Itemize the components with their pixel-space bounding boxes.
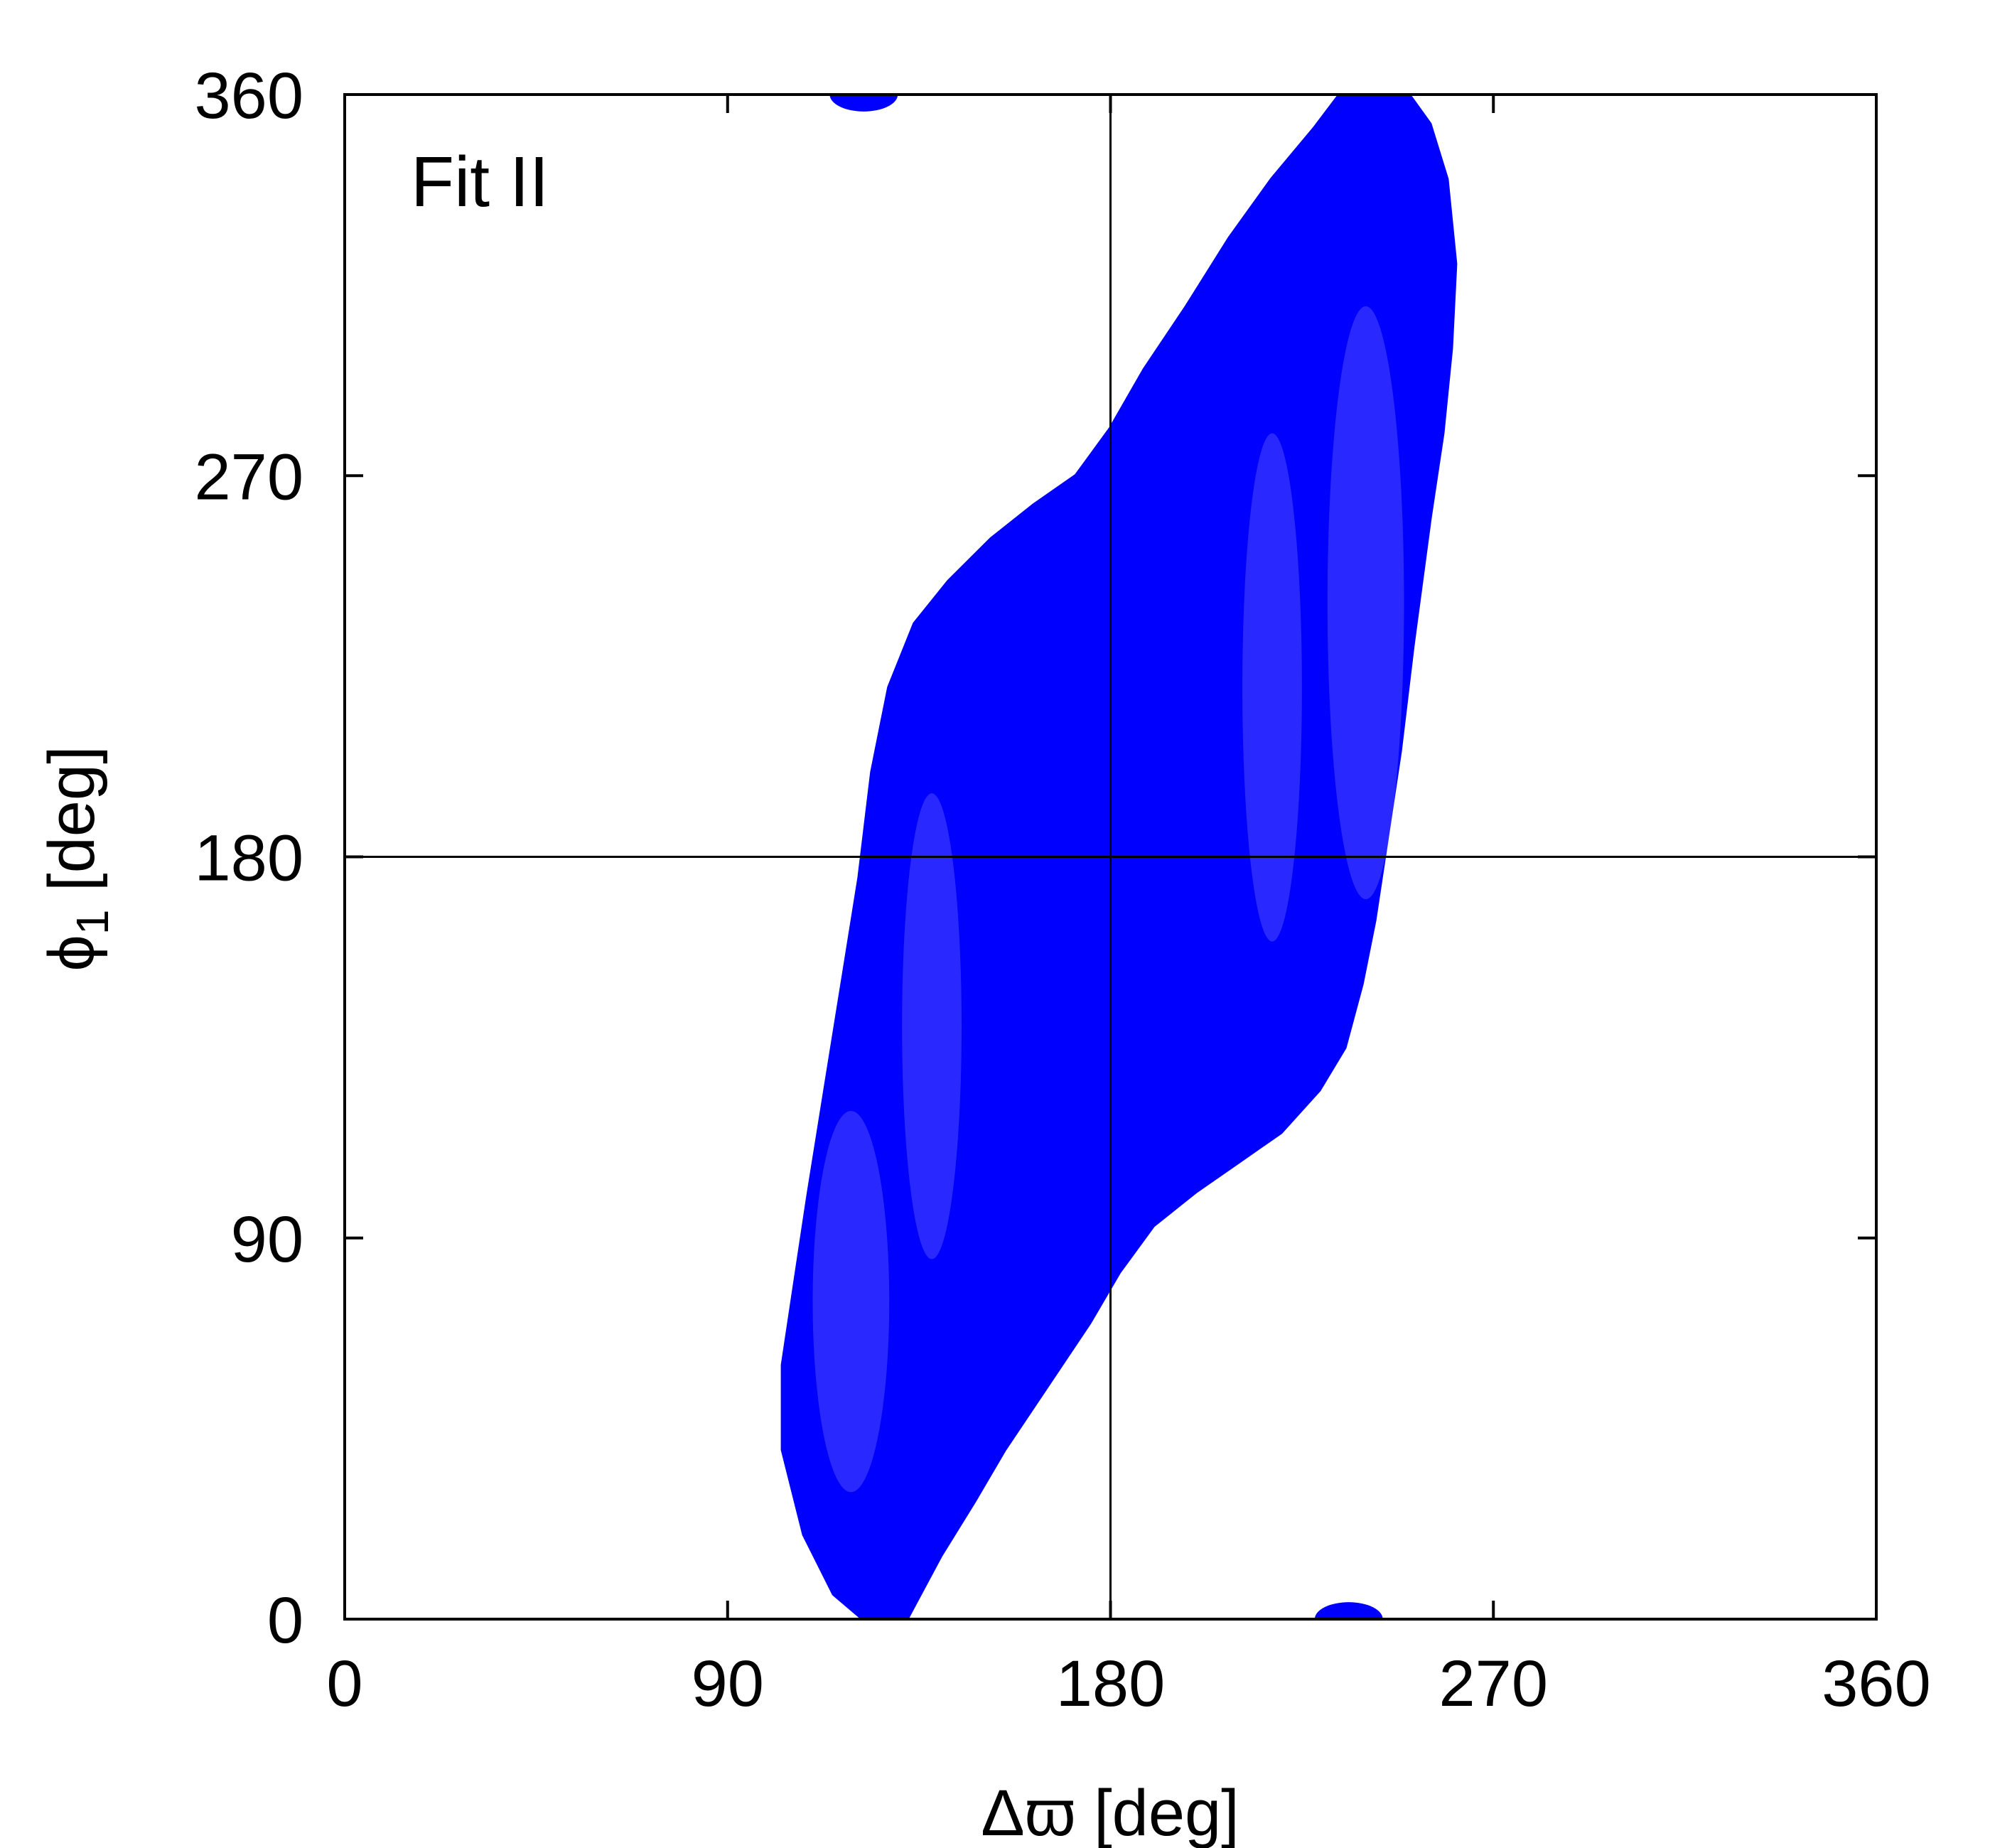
x-tick-label: 0 (326, 1648, 362, 1720)
y-axis-title-subscript: 1 (67, 910, 118, 935)
y-axis-title-unit: [deg] (36, 746, 108, 909)
scatter-region-top-cap (829, 95, 898, 112)
y-tick-label: 270 (195, 441, 304, 513)
scatter-sparse-band (1242, 433, 1302, 942)
x-tick-label: 360 (1822, 1648, 1931, 1720)
x-tick-label: 270 (1439, 1648, 1549, 1720)
x-tick-label: 180 (1056, 1648, 1166, 1720)
x-tick-label: 90 (692, 1648, 764, 1720)
y-axis-title: ϕ1 [deg] (36, 746, 118, 971)
reference-lines (345, 95, 1876, 1619)
scatter-sparse-band (812, 1111, 890, 1493)
x-axis-title: Δϖ [deg] (981, 1777, 1239, 1848)
x-tick-labels: 0 90 180 270 360 (326, 1648, 1930, 1720)
y-tick-label: 360 (195, 60, 304, 132)
scatter-region-bottom-cap (1314, 1602, 1383, 1619)
y-tick-labels: 0 90 180 270 360 (195, 60, 304, 1657)
scatter-sparse-band (1327, 306, 1404, 900)
y-axis-title-symbol: ϕ (36, 935, 108, 972)
y-tick-label: 0 (267, 1584, 303, 1657)
scatter-sparse-band (902, 793, 962, 1259)
fit-annotation: Fit II (411, 142, 549, 222)
y-tick-label: 90 (231, 1203, 303, 1276)
axis-ticks (343, 93, 1878, 1621)
y-tick-label: 180 (195, 822, 304, 895)
